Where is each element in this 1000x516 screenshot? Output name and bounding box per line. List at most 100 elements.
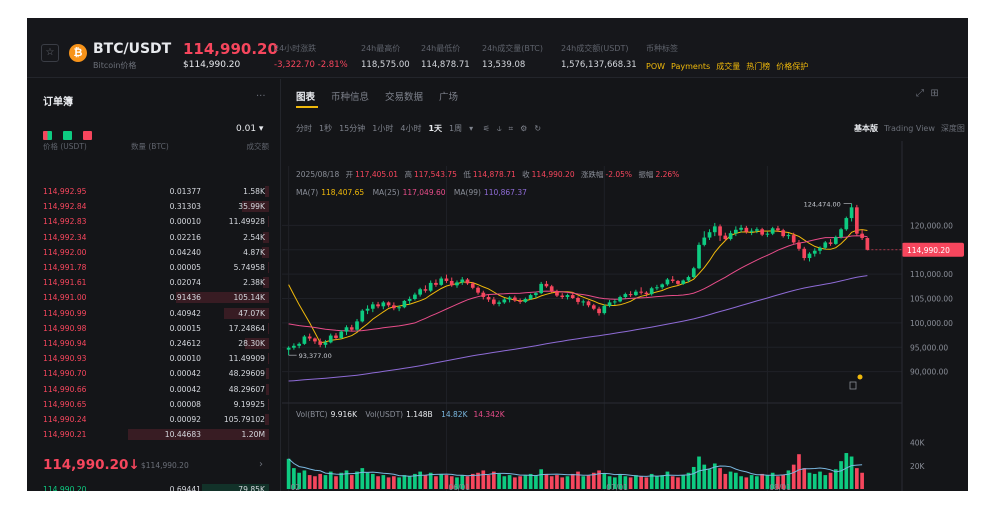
tab-chart[interactable]: 图表 xyxy=(296,92,316,103)
tag-hot[interactable]: 热门榜 xyxy=(746,62,771,71)
volume-ma-line xyxy=(288,458,863,477)
interval-1s[interactable]: 1秒 xyxy=(319,124,333,133)
ask-row[interactable]: 114,991.61 0.02074 2.38K xyxy=(27,276,281,289)
interval-4h[interactable]: 4小时 xyxy=(400,124,422,133)
ask-qty: 0.01377 xyxy=(169,187,201,196)
interval-1h[interactable]: 1小时 xyxy=(372,124,394,133)
tag-payments[interactable]: Payments xyxy=(671,62,711,71)
volume-bar xyxy=(313,476,317,489)
ask-qty: 0.00005 xyxy=(169,263,201,272)
interval-1d[interactable]: 1天 xyxy=(428,124,443,133)
volume-bar xyxy=(481,470,486,489)
volume-tick: 20K xyxy=(910,462,926,471)
ask-row[interactable]: 114,990.94 0.24612 28.30K xyxy=(27,337,281,350)
mid-price-usd: $114,990.20 xyxy=(141,461,189,470)
candle-body xyxy=(781,230,786,237)
price-tick: 105,000.00 xyxy=(910,295,953,304)
ask-row[interactable]: 114,990.24 0.00092 105.79102 xyxy=(27,413,281,426)
candle-body xyxy=(665,279,670,285)
volume-bar xyxy=(539,469,544,489)
ask-row[interactable]: 114,991.00 0.91436 105.14K xyxy=(27,291,281,304)
view-asks-icon[interactable] xyxy=(83,131,93,140)
bid-row[interactable]: 114,990.20 0.69441 79.85K xyxy=(27,483,281,491)
view-bids-icon[interactable] xyxy=(63,131,73,140)
ask-row[interactable]: 114,992.95 0.01377 1.58K xyxy=(27,185,281,198)
indicator-icon[interactable]: ⚟ xyxy=(482,124,490,133)
order-book-mid-price[interactable]: 114,990.20↓ $114,990.20 › xyxy=(27,455,281,477)
chevron-down-icon[interactable]: ▾ xyxy=(469,124,474,133)
interval-time[interactable]: 分时 xyxy=(296,124,312,133)
drawing-tools-icon[interactable]: ⌗ xyxy=(508,124,514,133)
candle-body xyxy=(723,235,728,240)
view-both-icon[interactable] xyxy=(43,131,52,140)
ask-row[interactable]: 114,990.21 10.44683 1.20M xyxy=(27,428,281,441)
precision-select[interactable]: 0.01 ▾ xyxy=(236,124,263,134)
ask-total: 11.49909 xyxy=(228,354,265,364)
price-chart[interactable]: 120,000.00115,000.00110,000.00105,000.00… xyxy=(282,141,968,491)
candle-body xyxy=(423,289,428,291)
view-tradingview[interactable]: Trading View xyxy=(884,124,935,133)
tag-price-protection[interactable]: 价格保护 xyxy=(776,62,809,71)
interval-1w[interactable]: 1周 xyxy=(449,124,463,133)
ask-row[interactable]: 114,990.66 0.00042 48.29607 xyxy=(27,383,281,396)
tab-square[interactable]: 广场 xyxy=(439,92,459,103)
ask-row[interactable]: 114,992.84 0.31303 35.99K xyxy=(27,200,281,213)
interval-15m[interactable]: 15分钟 xyxy=(339,124,366,133)
settings-icon[interactable]: ⚙ xyxy=(520,124,528,133)
candle-body xyxy=(318,341,323,345)
depth-bar xyxy=(245,338,269,349)
ask-row[interactable]: 114,990.65 0.00008 9.19925 xyxy=(27,398,281,411)
ask-price: 114,990.93 xyxy=(43,354,87,364)
candle-body xyxy=(707,232,712,238)
ask-qty: 0.00092 xyxy=(169,415,201,424)
volume-bar xyxy=(686,472,691,489)
candle-body xyxy=(507,297,512,300)
low-marker: 93,377.00 xyxy=(299,352,332,360)
volume-bar xyxy=(534,475,538,489)
price-axis: 120,000.00115,000.00110,000.00105,000.00… xyxy=(288,201,964,491)
depth-bar xyxy=(263,277,269,289)
candle-body xyxy=(844,218,849,230)
volume-bar xyxy=(549,476,554,489)
ask-row[interactable]: 114,992.83 0.00010 11.49928 xyxy=(27,215,281,228)
tab-coin-info[interactable]: 币种信息 xyxy=(331,92,370,103)
ask-qty: 0.00010 xyxy=(169,354,201,364)
view-depth[interactable]: 深度图 xyxy=(940,124,965,133)
volume-bar xyxy=(681,475,686,489)
candle-body xyxy=(455,282,459,286)
tag-pow[interactable]: POW xyxy=(646,62,666,71)
volume-bar xyxy=(418,471,423,489)
candle-body xyxy=(286,347,291,350)
tab-trading-data[interactable]: 交易数据 xyxy=(385,92,424,103)
view-basic[interactable]: 基本版 xyxy=(854,124,878,133)
candle-body xyxy=(755,229,759,231)
candle-body xyxy=(770,228,775,234)
ask-row[interactable]: 114,990.98 0.00015 17.24864 xyxy=(27,322,281,335)
ask-row[interactable]: 114,990.70 0.00042 48.29609 xyxy=(27,367,281,380)
candle-body xyxy=(486,297,491,300)
expand-icon[interactable]: ⤢ xyxy=(916,88,924,99)
candle-body xyxy=(749,230,754,232)
chart-type-icon[interactable]: ⫝ xyxy=(496,124,502,133)
ask-row[interactable]: 114,992.00 0.04240 4.87K xyxy=(27,246,281,259)
favorite-star-icon[interactable]: ☆ xyxy=(41,44,59,62)
pair-subtitle[interactable]: Bitcoin价格 xyxy=(93,61,137,70)
ask-row[interactable]: 114,992.34 0.02216 2.54K xyxy=(27,231,281,244)
ask-total: 2.38K xyxy=(243,278,265,288)
ask-row[interactable]: 114,990.93 0.00010 11.49909 xyxy=(27,352,281,365)
candle-body xyxy=(349,327,354,330)
tag-volume[interactable]: 成交量 xyxy=(716,62,741,71)
bid-price: 114,990.20 xyxy=(43,485,87,491)
history-icon[interactable]: ↻ xyxy=(534,124,542,133)
candle-body xyxy=(797,242,801,249)
pair-symbol[interactable]: BTC/USDT xyxy=(93,41,172,57)
ask-row[interactable]: 114,990.99 0.40942 47.07K xyxy=(27,307,281,320)
stat-label: 24h成交量(BTC) xyxy=(482,44,543,53)
price-tick: 90,000.00 xyxy=(910,368,948,377)
ask-row[interactable]: 114,991.78 0.00005 5.74958 xyxy=(27,261,281,274)
candle-body xyxy=(528,295,533,299)
layout-grid-icon[interactable]: ⊞ xyxy=(930,88,939,99)
candle-body xyxy=(297,343,301,346)
more-options-icon[interactable]: ··· xyxy=(256,91,266,102)
candle-body xyxy=(634,291,638,296)
